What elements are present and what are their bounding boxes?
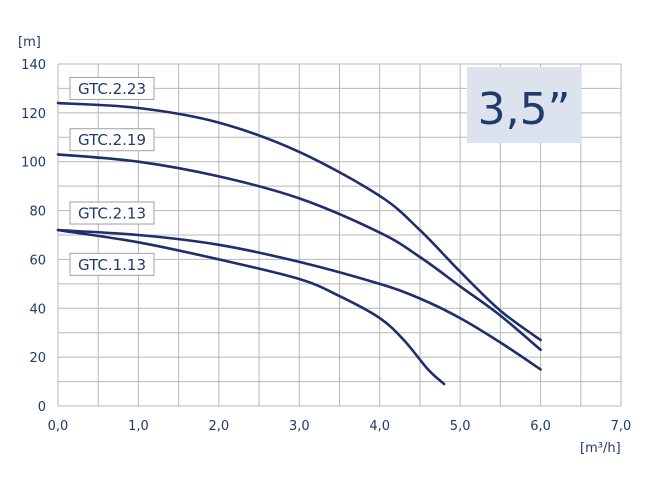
x-tick-label: 0,0 (48, 419, 69, 434)
x-tick-label: 4,0 (369, 419, 390, 434)
series-labels: GTC.2.23 GTC.2.19 GTC.2.13 GTC.1.13 (69, 76, 155, 276)
x-tick-label: 2,0 (209, 419, 230, 434)
y-tick-label: 80 (29, 205, 46, 220)
series-label-box-gtc-2-13 (69, 201, 155, 225)
series-label-box-gtc-1-13 (69, 252, 155, 276)
x-tick-label: 1,0 (128, 419, 149, 434)
y-tick-label: 0 (38, 400, 46, 415)
series-label-gtc-2-13: GTC.2.13 (78, 205, 146, 223)
y-tick-label: 100 (21, 156, 46, 171)
y-tick-label: 60 (29, 253, 46, 268)
x-tick-label: 7,0 (611, 419, 632, 434)
series-line-gtc-1-13 (56, 228, 446, 386)
y-tick-label: 40 (29, 302, 46, 317)
axes: 0,0 1,0 2,0 3,0 4,0 5,0 6,0 7,0 0 20 40 60 80 100 120 1… (21, 58, 631, 434)
series-label-box-gtc-2-23 (69, 76, 155, 100)
y-tick-label: 20 (29, 351, 46, 366)
x-axis-unit: [m³/h] (580, 441, 621, 456)
series-line-gtc-2-23 (56, 101, 542, 342)
series-lines (56, 101, 542, 386)
y-tick-label: 140 (21, 58, 46, 73)
size-badge-text: 3,5” (478, 84, 571, 135)
y-axis-unit: [m] (18, 35, 41, 50)
series-label-gtc-2-19: GTC.2.19 (78, 131, 146, 149)
x-tick-label: 5,0 (450, 419, 471, 434)
size-badge: 3,5” (467, 67, 581, 143)
series-line-gtc-2-19 (56, 153, 542, 352)
series-label-gtc-2-23: GTC.2.23 (78, 80, 146, 98)
x-tick-label: 3,0 (289, 419, 310, 434)
series-label-box-gtc-2-19 (69, 128, 155, 152)
series-line-gtc-2-13 (56, 228, 542, 371)
y-tick-label: 120 (21, 107, 46, 122)
series-label-gtc-1-13: GTC.1.13 (78, 256, 146, 274)
size-badge-background (467, 67, 581, 143)
x-tick-label: 6,0 (530, 419, 551, 434)
